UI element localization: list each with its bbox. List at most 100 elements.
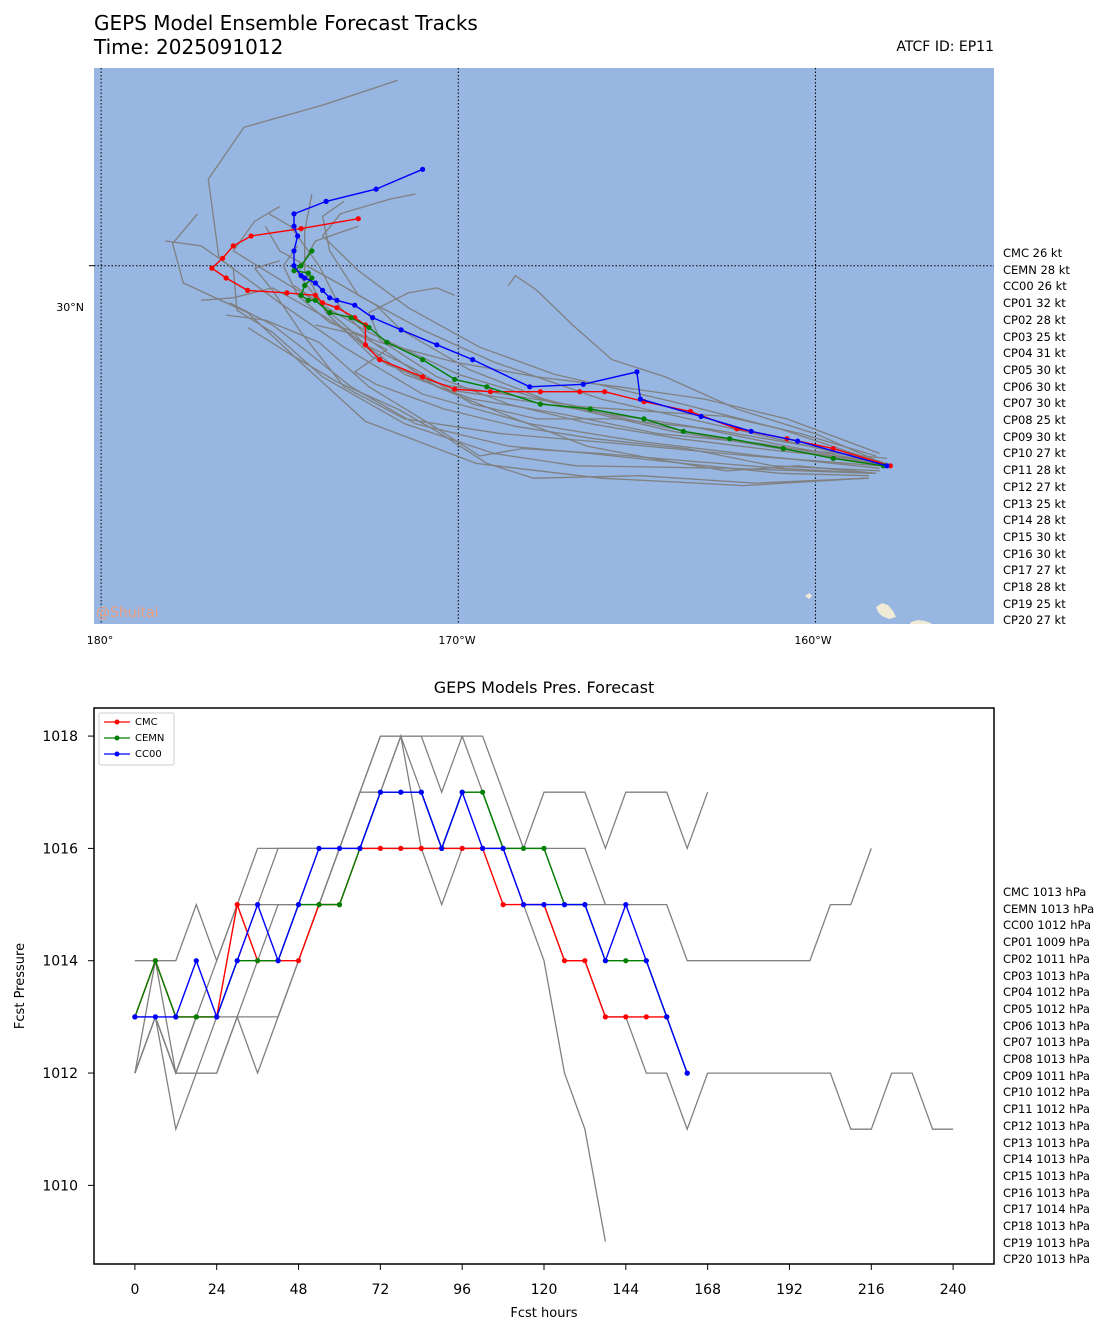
ensemble-track xyxy=(207,79,880,469)
legend-label-cc00: CC00 xyxy=(135,749,162,760)
track-point-cmc xyxy=(420,374,426,380)
x-tick-label: 192 xyxy=(776,1282,803,1298)
watermark: @Shuitai xyxy=(96,605,158,621)
pressure-point-cmc xyxy=(602,1014,609,1020)
track-point-cemn xyxy=(587,406,594,412)
pressure-point-cc00 xyxy=(459,789,465,795)
pressure-point-cc00 xyxy=(132,1014,138,1020)
pressure-list-item: CP13 1013 hPa xyxy=(1003,1135,1090,1150)
track-point-cc00 xyxy=(527,384,533,390)
pressure-list-item: CP06 1013 hPa xyxy=(1003,1018,1090,1033)
pressure-list-item: CP16 1013 hPa xyxy=(1003,1185,1090,1200)
wind-list-item: CP09 30 kt xyxy=(1003,429,1066,444)
pressure-point-cc00 xyxy=(255,902,261,908)
track-point-cc00 xyxy=(637,396,644,402)
ensemble-track xyxy=(268,213,877,474)
track-point-cmc xyxy=(320,300,326,306)
track-point-cc00 xyxy=(298,273,304,279)
wind-list-item: CP20 27 kt xyxy=(1003,613,1066,628)
track-point-cc00 xyxy=(634,369,640,375)
pressure-point-cc00 xyxy=(316,845,322,852)
pressure-list-item: CP03 1013 hPa xyxy=(1003,968,1090,983)
track-point-cc00 xyxy=(320,287,326,293)
legend-marker-cc00 xyxy=(114,751,120,757)
pressure-point-cmc xyxy=(623,1014,629,1020)
track-point-cmc xyxy=(230,243,236,249)
pressure-point-cmc xyxy=(500,902,506,908)
track-point-cc00 xyxy=(291,248,297,254)
track-point-cemn xyxy=(780,446,786,452)
pressure-list-item: CP04 1012 hPa xyxy=(1003,985,1090,1000)
map-land xyxy=(805,593,931,624)
pressure-point-cc00 xyxy=(500,845,506,852)
track-point-cmc xyxy=(377,357,383,363)
ensemble-track xyxy=(247,326,870,484)
pressure-x-axis: 0 24 48 72 96 120 144 168 192 216 240 xyxy=(130,1264,966,1298)
track-point-cc00 xyxy=(373,186,379,192)
track-point-cmc xyxy=(487,389,493,395)
track-point-cmc xyxy=(355,216,361,222)
pressure-list-item: CP09 1011 hPa xyxy=(1003,1068,1090,1083)
pressure-point-cc00 xyxy=(602,958,609,964)
x-tick-label: 216 xyxy=(858,1282,885,1298)
lon-label-170w: 170°W xyxy=(438,634,475,647)
legend-label-cmc: CMC xyxy=(135,717,158,728)
track-point-cc00 xyxy=(748,428,754,434)
track-point-cc00 xyxy=(291,263,297,269)
pressure-point-cc00 xyxy=(377,789,383,795)
track-point-cc00 xyxy=(327,295,333,301)
track-point-cc00 xyxy=(580,381,586,387)
track-point-cc00 xyxy=(420,166,426,172)
pressure-point-cc00 xyxy=(643,958,649,964)
wind-list-item: CP15 30 kt xyxy=(1003,529,1066,544)
pressure-point-cemn xyxy=(623,958,629,964)
pressure-point-cmc xyxy=(582,958,588,964)
model-tracks xyxy=(209,166,894,469)
pressure-point-cc00 xyxy=(152,1014,158,1020)
ensemble-track xyxy=(315,324,880,472)
y-tick-label: 1012 xyxy=(42,1066,78,1082)
pressure-point-cmc xyxy=(234,902,240,908)
track-point-cmc xyxy=(334,305,340,311)
track-point-cc00 xyxy=(470,357,476,363)
pressure-list: CMC 1013 hPa CEMN 1013 hPa CC00 1012 hPa CP… xyxy=(1003,884,1094,1268)
pressure-list-item: CP08 1013 hPa xyxy=(1003,1052,1090,1067)
map-ocean xyxy=(94,68,994,624)
track-point-cemn xyxy=(327,310,333,316)
pressure-point-cc00 xyxy=(664,1014,670,1020)
pressure-list-item: CP05 1012 hPa xyxy=(1003,1001,1090,1016)
kauai-island xyxy=(805,593,812,599)
pressure-point-cc00 xyxy=(398,789,404,795)
pressure-list-item: CP11 1012 hPa xyxy=(1003,1102,1090,1117)
lat-label-30n: 30°N xyxy=(56,301,84,314)
pressure-point-cemn xyxy=(336,902,343,908)
pressure-point-cc00 xyxy=(480,845,486,852)
pressure-x-label: Fcst hours xyxy=(510,1306,577,1321)
x-tick-label: 96 xyxy=(453,1282,471,1298)
pressure-y-axis: 1010 1012 1014 1016 1018 xyxy=(42,729,94,1194)
pressure-point-cemn xyxy=(255,958,261,964)
ensemble-track xyxy=(321,200,884,465)
ensemble-track xyxy=(171,213,866,487)
pressure-model-lines xyxy=(132,789,690,1076)
pressure-point-cemn xyxy=(152,958,158,964)
track-point-cc00 xyxy=(795,438,801,444)
track-point-cemn xyxy=(452,376,458,382)
track-point-cemn xyxy=(348,315,354,321)
x-tick-label: 0 xyxy=(130,1282,139,1298)
pressure-point-cmc xyxy=(561,958,568,964)
pressure-list-item: CP17 1014 hPa xyxy=(1003,1202,1090,1217)
track-point-cc00 xyxy=(434,342,440,348)
pressure-list-item: CC00 1012 hPa xyxy=(1003,918,1092,933)
pressure-list-item: CP18 1013 hPa xyxy=(1003,1219,1090,1234)
pressure-point-cmc xyxy=(459,845,465,852)
track-point-cmc xyxy=(537,389,544,395)
pressure-point-cc00 xyxy=(418,789,424,795)
track-point-cc00 xyxy=(352,302,358,308)
pressure-point-cc00 xyxy=(561,902,568,908)
hawaii-island xyxy=(876,603,896,619)
atcf-id: ATCF ID: EP11 xyxy=(896,39,994,55)
wind-list-item: CP02 28 kt xyxy=(1003,312,1066,327)
track-point-cemn xyxy=(305,270,311,276)
track-point-cmc xyxy=(312,292,318,298)
